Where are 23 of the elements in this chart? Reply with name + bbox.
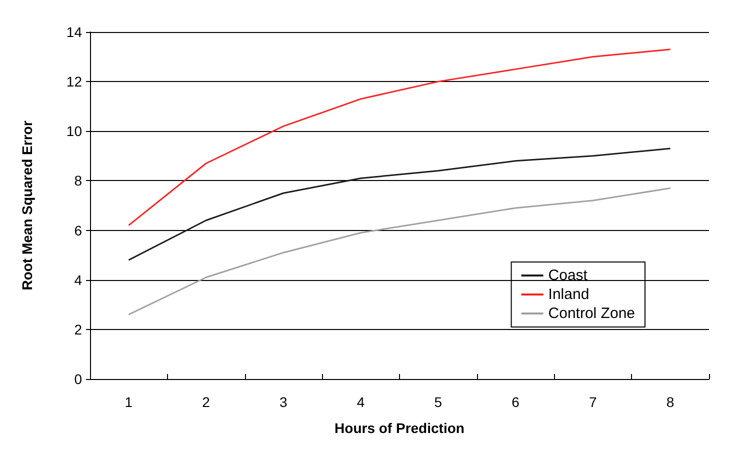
y-tick-label: 6 [74,222,82,238]
y-tick-label: 8 [74,172,82,189]
y-tick-label: 0 [74,371,82,387]
y-tick-label: 12 [66,74,82,90]
x-tick-label: 5 [434,394,442,410]
line-series [128,148,672,261]
x-tick-label: 4 [356,394,365,410]
legend-label: Coast [548,267,588,284]
y-tick-label: 14 [66,24,82,40]
y-tick-label: 10 [66,123,82,140]
y-tick-label: 4 [74,272,82,288]
x-tick-label: 1 [124,394,133,410]
y-axis-title: Root Mean Squared Error [19,120,35,290]
x-axis-title: Hours of Prediction [334,420,464,436]
x-tick-label: 7 [589,394,598,410]
y-tick-label: 2 [74,321,82,338]
x-tick-label: 6 [512,394,520,410]
x-tick-label: 2 [202,394,210,410]
legend-label: Inland [548,286,590,303]
legend-label: Control Zone [548,305,636,322]
x-tick-label: 8 [666,394,674,410]
line-series [128,48,672,226]
x-tick-label: 3 [280,394,288,410]
